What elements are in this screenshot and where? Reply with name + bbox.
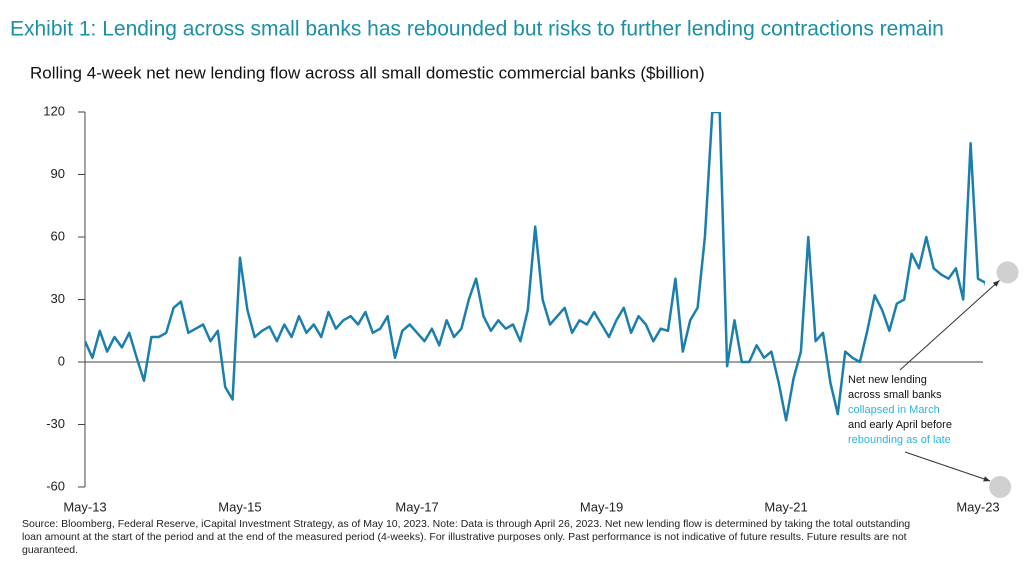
source-note: guaranteed. xyxy=(22,544,78,556)
y-tick-label: -60 xyxy=(46,478,65,493)
annotation: collapsed in March xyxy=(848,404,940,416)
annotation: Net new lending xyxy=(848,374,927,386)
plot-area xyxy=(85,112,985,422)
y-tick-label: 30 xyxy=(51,291,65,306)
source-note: Source: Bloomberg, Federal Reserve, iCap… xyxy=(22,518,910,530)
annotation: rebounding as of late xyxy=(848,434,951,446)
x-tick-label: May-17 xyxy=(395,499,438,514)
y-tick-label: 120 xyxy=(43,103,65,118)
source-note: loan amount at the start of the period a… xyxy=(22,531,907,543)
arrow-head xyxy=(992,280,1000,287)
annotation: across small banks xyxy=(848,389,942,401)
chart-subtitle: Rolling 4-week net new lending flow acro… xyxy=(30,63,705,82)
chart-title: Exhibit 1: Lending across small banks ha… xyxy=(10,18,944,41)
x-tick-label: May-15 xyxy=(218,499,261,514)
annotation: and early April before xyxy=(848,419,952,431)
highlight-point xyxy=(996,261,1019,284)
y-tick-label: 90 xyxy=(51,166,65,181)
x-tick-label: May-21 xyxy=(764,499,807,514)
x-tick-label: May-13 xyxy=(63,499,106,514)
arrow-head xyxy=(983,476,991,482)
y-tick-label: 60 xyxy=(51,228,65,243)
annotation-arrow xyxy=(899,280,1000,371)
x-tick-label: May-23 xyxy=(956,499,999,514)
y-tick-label: 0 xyxy=(58,353,65,368)
highlight-point xyxy=(989,476,1012,498)
y-tick-label: -30 xyxy=(46,416,65,431)
data-line xyxy=(85,112,985,422)
x-tick-label: May-19 xyxy=(580,499,623,514)
annotation-arrow xyxy=(904,451,991,482)
